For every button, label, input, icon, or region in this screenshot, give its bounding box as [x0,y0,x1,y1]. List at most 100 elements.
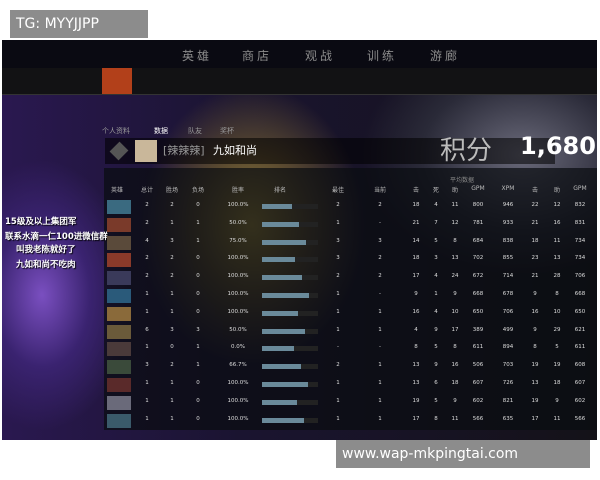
column-header: 当前 [373,187,386,194]
table-cell: 7 [434,219,438,226]
table-cell: 10 [451,308,459,315]
column-header: 助 [553,187,560,194]
table-cell: 24 [451,273,459,280]
column-header: 排名 [273,187,286,194]
table-cell: 894 [502,344,514,351]
nav-tab[interactable]: 观战 [305,49,336,63]
table-cell: 19 [531,362,539,369]
table-cell: 17 [531,415,539,422]
rank-bar-fill [262,239,306,245]
profile-bar: [辣辣辣] 九如和尚 [105,138,555,164]
table-cell: 28 [553,273,561,280]
overlay-text: 九如和尚不吃肉 [16,260,76,270]
rank-bar-fill [262,417,304,423]
table-cell: 602 [472,397,484,404]
nav-tab[interactable]: 商店 [242,49,273,63]
table-cell: 22 [531,202,539,208]
table-cell: 1 [196,344,200,351]
table-cell: 2 [145,219,149,226]
table-cell: 2 [378,273,382,280]
table-cell: 706 [574,273,586,280]
table-cell: 100.0% [227,308,249,315]
sub-tab[interactable]: 队友 [188,127,202,135]
guild-tag: [辣辣辣] [163,144,205,157]
table-cell: 6 [434,380,438,386]
table-cell: 9 [434,326,438,333]
player-name: 九如和尚 [213,144,257,157]
table-cell: 506 [472,362,484,369]
table-cell: 800 [472,202,484,208]
table-cell: 100.0% [227,397,249,404]
table-cell: 75.0% [229,237,247,244]
column-header: GPM [471,185,485,192]
nav-bar [2,68,597,95]
table-cell: 4 [434,273,438,280]
table-cell: 668 [472,291,484,297]
table-cell: 12 [553,202,561,208]
table-cell: 9 [434,362,438,369]
table-cell: 2 [145,273,149,280]
table-cell: 19 [412,397,420,404]
table-cell: 0 [196,273,200,280]
table-cell: 3 [336,237,340,244]
column-header: 胜场 [165,187,178,194]
table-cell: 18 [553,380,561,386]
table-cell: 2 [336,202,340,208]
table-cell: 650 [472,308,484,315]
table-cell: 1 [378,362,382,369]
table-cell: 8 [555,291,559,297]
nav-tab[interactable]: 游廊 [430,49,461,63]
table-cell: 4 [434,202,438,208]
table-cell: 678 [502,291,514,297]
table-cell: 389 [472,326,484,333]
table-cell: 16 [412,308,420,315]
watermark: www.wap-mkpingtai.com [336,440,590,468]
stats-panel [104,168,597,430]
table-cell: 1 [336,415,340,422]
table-cell: 1 [196,219,200,226]
rank-badge [109,141,129,161]
table-cell: 9 [453,397,457,404]
table-cell: 9 [453,291,457,297]
table-cell: 8 [453,344,457,351]
table-cell: 1 [145,397,149,404]
table-cell: 1 [145,344,149,351]
table-cell: 13 [451,255,459,262]
sub-tab[interactable]: 奖杯 [220,127,234,135]
nav-tab[interactable]: 英雄 [182,49,213,63]
table-cell: 2 [145,255,149,262]
sub-tab[interactable]: 数据 [154,127,168,135]
sub-tab[interactable]: 个人资料 [102,127,130,135]
group-label: 平均数据 [449,177,474,184]
table-cell: 100.0% [227,255,249,262]
table-cell: 1 [145,380,149,386]
table-cell: 1 [378,326,382,333]
table-cell: 1 [336,326,340,333]
table-cell: 11 [451,415,459,422]
table-cell: 16 [553,219,561,226]
table-cell: 607 [574,380,586,386]
hero-icon [107,360,131,375]
column-header: 总计 [140,187,153,194]
table-cell: 2 [378,202,382,208]
table-cell: 672 [472,273,484,280]
column-header: 胜率 [231,187,244,194]
table-cell: 0 [196,308,200,315]
table-cell: 1 [336,380,340,386]
table-cell: 726 [502,380,514,386]
table-cell: - [379,219,381,226]
column-header: 负场 [191,187,204,194]
score: 1,680 [520,132,596,160]
table-cell: 0 [196,255,200,262]
table-cell: 1 [378,397,382,404]
rank-bar-fill [262,221,299,227]
table-cell: 706 [502,308,514,315]
table-cell: 0 [196,380,200,386]
table-cell: 566 [472,415,484,422]
table-cell: 611 [574,344,586,351]
table-cell: 608 [574,362,586,369]
table-cell: 1 [378,415,382,422]
table-cell: 4 [434,308,438,315]
nav-tab[interactable]: 训练 [367,49,398,63]
table-cell: 11 [553,415,561,422]
